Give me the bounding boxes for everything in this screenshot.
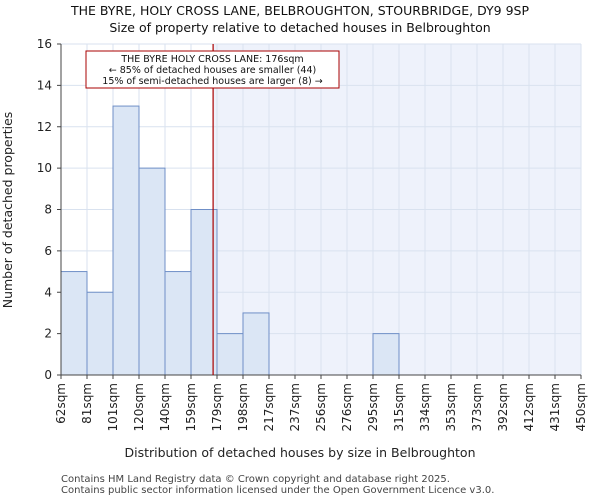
- annotation-line: 15% of semi-detached houses are larger (…: [102, 76, 322, 87]
- x-tick-label: 392sqm: [496, 383, 510, 431]
- y-tick-label: 10: [37, 161, 52, 175]
- chart-subtitle: Size of property relative to detached ho…: [109, 20, 490, 35]
- y-tick-label: 16: [37, 37, 52, 51]
- annotation-line: ← 85% of detached houses are smaller (44…: [109, 65, 316, 76]
- annotation-box: [85, 50, 340, 89]
- x-tick-label: 315sqm: [392, 383, 406, 431]
- x-tick-label: 373sqm: [470, 383, 484, 431]
- y-tick-label: 12: [37, 120, 52, 134]
- annotation-line: THE BYRE HOLY CROSS LANE: 176sqm: [120, 54, 303, 65]
- x-tick-label: 217sqm: [262, 383, 276, 431]
- x-tick-label: 256sqm: [314, 383, 328, 431]
- x-tick-label: 237sqm: [288, 383, 302, 431]
- y-tick-label: 6: [44, 244, 52, 258]
- x-tick-label: 353sqm: [444, 383, 458, 431]
- x-tick-label: 276sqm: [340, 383, 354, 431]
- x-tick-label: 198sqm: [236, 383, 250, 431]
- histogram-bar: [242, 312, 270, 376]
- histogram-bar: [86, 291, 114, 376]
- chart-title: THE BYRE, HOLY CROSS LANE, BELBROUGHTON,…: [70, 3, 529, 18]
- histogram-bar: [372, 333, 400, 376]
- y-tick-label: 8: [44, 203, 52, 217]
- x-tick-label: 159sqm: [184, 383, 198, 431]
- x-axis-label: Distribution of detached houses by size …: [124, 445, 475, 460]
- y-tick-label: 14: [37, 78, 52, 92]
- x-tick-label: 81sqm: [80, 383, 94, 424]
- x-tick-label: 120sqm: [132, 383, 146, 431]
- x-tick-label: 62sqm: [54, 383, 68, 424]
- y-tick-label: 4: [44, 285, 52, 299]
- x-tick-label: 334sqm: [418, 383, 432, 431]
- x-tick-label: 450sqm: [574, 383, 588, 431]
- x-tick-label: 412sqm: [522, 383, 536, 431]
- histogram-bar: [60, 271, 88, 376]
- histogram-bar: [216, 333, 244, 376]
- footer-licence: Contains public sector information licen…: [61, 485, 495, 496]
- y-tick-label: 2: [44, 327, 52, 341]
- histogram-bar: [138, 167, 166, 376]
- x-tick-label: 179sqm: [210, 383, 224, 431]
- x-tick-label: 101sqm: [106, 383, 120, 431]
- footer-copyright: Contains HM Land Registry data © Crown c…: [61, 474, 450, 485]
- histogram-bar: [164, 271, 192, 376]
- x-tick-label: 431sqm: [548, 383, 562, 431]
- histogram-bar: [112, 105, 140, 376]
- plot-area: 0 2 4 6 8 10 12 14 16 62sqm 81sqm 101sqm 120sqm 140sq…: [37, 37, 588, 431]
- y-axis-label: Number of detached properties: [0, 112, 15, 309]
- y-tick-label: 0: [44, 368, 52, 382]
- x-tick-label: 295sqm: [366, 383, 380, 431]
- x-tick-label: 140sqm: [158, 383, 172, 431]
